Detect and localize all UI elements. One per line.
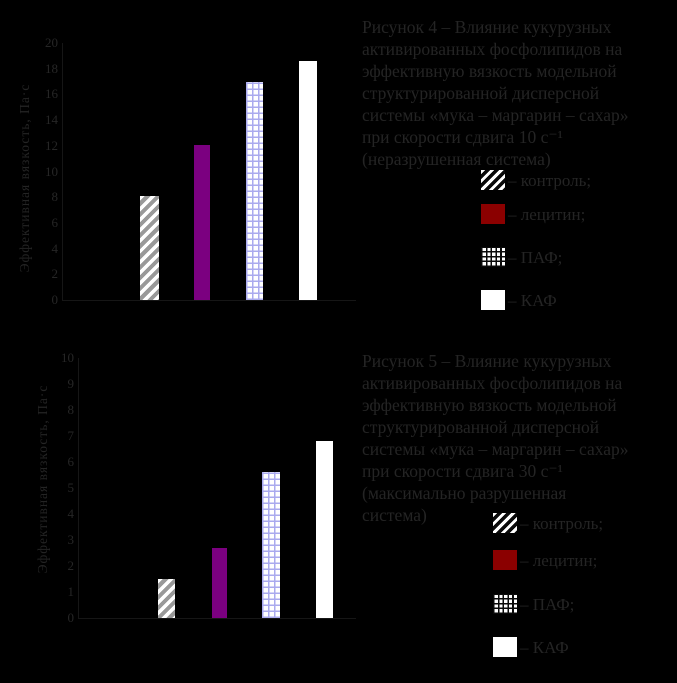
y-tick-label: 1 <box>67 584 75 599</box>
legend-swatch-red <box>481 204 505 224</box>
y-tick-label: 12 <box>45 137 58 153</box>
y-tick-label: 4 <box>67 506 75 521</box>
caption-line: системы «мука – маргарин – сахар» <box>362 439 629 459</box>
legend-label: – ПАФ; <box>508 248 563 267</box>
caption-line: Рисунок 4 – Влияние кукурузных <box>362 17 612 37</box>
figure-caption: Рисунок 4 – Влияние кукурузных активирова… <box>362 16 670 170</box>
bar-лецитин <box>194 145 210 300</box>
y-tick-label: 9 <box>67 376 75 391</box>
y-tick-label: 16 <box>45 86 58 102</box>
caption-line: при скорости сдвига 30 с⁻¹ <box>362 461 563 481</box>
y-tick-label: 8 <box>67 402 75 417</box>
legend-swatch-hatch <box>481 170 505 190</box>
y-tick-label: 7 <box>67 428 75 443</box>
caption-line: система) <box>362 505 427 525</box>
y-tick-label: 10 <box>45 163 58 179</box>
y-tick-label: 0 <box>67 610 75 625</box>
legend-label: – контроль; <box>520 514 604 533</box>
bar-ПАФ <box>246 82 263 300</box>
legend-swatch-white <box>493 637 517 657</box>
caption-line: (максимально разрушенная <box>362 483 567 503</box>
legend-label: – лецитин; <box>520 551 598 570</box>
y-tick-label: 8 <box>51 189 59 205</box>
legend-label: – КАФ <box>508 291 557 310</box>
y-tick-label: 0 <box>51 292 59 307</box>
y-tick-label: 5 <box>67 480 75 495</box>
y-axis-line <box>62 43 63 301</box>
legend-label: – лецитин; <box>508 205 586 224</box>
y-tick-label: 3 <box>67 532 75 547</box>
caption-line: Рисунок 5 – Влияние кукурузных <box>362 351 612 371</box>
legend-swatch-grid <box>481 247 505 267</box>
y-tick-label: 2 <box>67 558 75 573</box>
bar-ПАФ <box>262 472 280 618</box>
y-tick-label: 18 <box>45 60 58 76</box>
bar-лецитин <box>212 548 227 618</box>
legend-label: – ПАФ; <box>520 595 575 614</box>
legend-swatch-hatch <box>493 513 517 533</box>
caption-line: структурированной дисперсной <box>362 83 600 103</box>
caption-line: (неразрушенная система) <box>362 149 551 169</box>
y-tick-label: 20 <box>45 35 58 50</box>
y-tick-label: 4 <box>51 240 59 256</box>
bar-контроль <box>158 579 175 618</box>
bar-КАФ <box>299 61 317 300</box>
legend-swatch-white <box>481 290 505 310</box>
caption-line: эффективную вязкость модельной <box>362 395 617 415</box>
caption-line: структурированной дисперсной <box>362 417 600 437</box>
legend-label: – контроль; <box>508 171 592 190</box>
y-tick-label: 2 <box>51 266 59 282</box>
caption-line: при скорости сдвига 10 с⁻¹ <box>362 127 563 147</box>
y-tick-label: 6 <box>67 454 75 469</box>
y-tick-label: 14 <box>45 112 58 128</box>
y-tick-label: 6 <box>51 214 59 230</box>
caption-line: эффективную вязкость модельной <box>362 61 617 81</box>
y-axis-line <box>78 358 79 619</box>
legend-label: – КАФ <box>520 638 569 657</box>
bar-КАФ <box>316 441 333 618</box>
caption-line: активированных фосфолипидов на <box>362 373 623 393</box>
figure-caption: Рисунок 5 – Влияние кукурузных активирова… <box>362 350 670 526</box>
x-axis-line <box>62 300 356 301</box>
caption-line: активированных фосфолипидов на <box>362 39 623 59</box>
legend-swatch-red <box>493 550 517 570</box>
legend-swatch-grid <box>493 594 517 614</box>
x-axis-line <box>78 618 356 619</box>
figure-4-block: Эффективная вязкость, Па·с 0 2 4 6 8 10 12 14 16… <box>0 0 677 340</box>
y-tick-label: 10 <box>61 350 74 365</box>
bar-контроль <box>140 196 159 300</box>
caption-line: системы «мука – маргарин – сахар» <box>362 105 629 125</box>
